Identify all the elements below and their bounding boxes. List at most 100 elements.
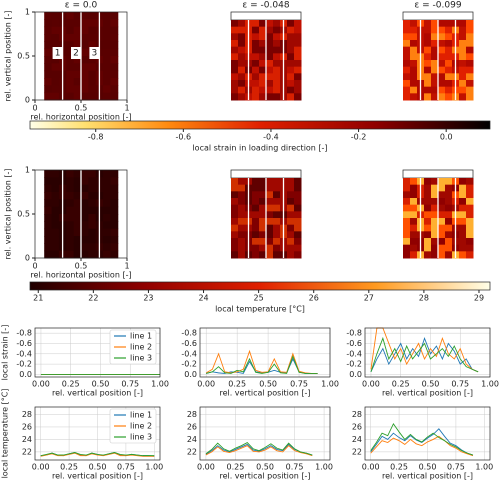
heatmap-cell (231, 20, 239, 28)
heatmap-cell (238, 204, 246, 212)
heatmap-cell (273, 231, 281, 239)
heatmap-cell (431, 53, 439, 61)
heatmap-cell (294, 178, 302, 186)
heatmap-cell (81, 56, 89, 64)
heatmap-cell (287, 184, 295, 192)
heatmap-cell (238, 86, 246, 94)
data-line (370, 336, 479, 373)
heatmap-cell (51, 170, 60, 178)
heatmap-cell (273, 66, 281, 74)
heatmap-cell (103, 92, 111, 101)
heatmap-cell (73, 26, 82, 35)
heatmap-cell (431, 211, 439, 219)
heatmap-cell (273, 198, 281, 206)
legend-label: line 1 (130, 332, 152, 341)
heatmap-cell (259, 231, 267, 239)
x-tick-label: 0.25 (228, 380, 246, 389)
heatmap-cell (81, 221, 89, 230)
heatmap-cell (231, 251, 239, 259)
heatmap-cell (259, 93, 267, 101)
heatmap-cell (459, 26, 467, 34)
x-axis-label: rel. horizontal position [-] (30, 113, 131, 122)
heatmap-cell (88, 184, 97, 193)
heatmap-cell (81, 41, 89, 50)
heatmap-cell (459, 231, 467, 239)
heatmap-cell (81, 177, 89, 186)
heatmap-cell (73, 177, 82, 186)
heatmap-cell (73, 92, 82, 101)
y-tick-label: 22 (187, 447, 197, 456)
heatmap-cell (231, 53, 239, 61)
heatmap-cell (238, 73, 246, 81)
y-tick-label: 1 (25, 166, 30, 175)
x-tick-label: 1.00 (151, 380, 169, 389)
heatmap-cell (445, 198, 453, 206)
axes-frame (34, 406, 161, 461)
line-label-box (52, 47, 63, 59)
heatmap-cell (424, 231, 432, 239)
heatmap-cell (252, 211, 260, 219)
heatmap-cell (238, 244, 246, 252)
heatmap-cell (466, 20, 474, 28)
heatmap-cell (231, 93, 239, 101)
colorbar-tick-label: -0.8 (88, 133, 104, 142)
heatmap-cell (459, 73, 467, 81)
y-tick-label: -0.4 (346, 349, 362, 358)
heatmap-cell (273, 218, 281, 226)
x-tick-label: 0.00 (197, 463, 215, 472)
heatmap-cell (438, 40, 446, 48)
heatmap-cell (466, 93, 474, 101)
heatmap-cell (66, 228, 75, 237)
heatmap-cell (44, 170, 53, 178)
heatmap-cell (403, 20, 411, 28)
legend-label: line 3 (130, 354, 152, 363)
colorbar-label: local temperature [°C] (215, 305, 305, 314)
heatmap-cell (231, 26, 239, 34)
heatmap-cell (403, 191, 411, 199)
heatmap-cell (424, 20, 432, 28)
heatmap-cell (445, 60, 453, 68)
heatmap-cell (438, 198, 446, 206)
heatmap-cell (259, 73, 267, 81)
heatmap-cell (252, 33, 260, 41)
heatmap-cell (66, 214, 75, 222)
heatmap-cell (110, 34, 119, 42)
heatmap-cell (88, 78, 97, 86)
heatmap-cell (445, 251, 453, 259)
heatmap-cell (424, 26, 432, 34)
heatmap-cell (238, 80, 246, 88)
heatmap-cell (273, 80, 281, 88)
heatmap-cell (51, 243, 60, 252)
heatmap-cell (81, 78, 89, 86)
heatmap-cell (438, 251, 446, 259)
heatmap-cell (410, 198, 418, 206)
heatmap-cell (44, 56, 53, 64)
heatmap-cell (438, 20, 446, 28)
heatmap-cell (287, 198, 295, 206)
heatmap-cell (287, 204, 295, 212)
heatmap-cell (424, 93, 432, 101)
heatmap-cell (445, 191, 453, 199)
heatmap-cell (294, 238, 302, 246)
heatmap-cell (88, 56, 97, 64)
heatmap-cell (231, 211, 239, 219)
heatmap-cell (44, 19, 53, 28)
heatmap-cell (445, 93, 453, 101)
panel-title: ε = -0.099 (414, 1, 461, 11)
y-tick-label: -0.8 (181, 329, 197, 338)
heatmap-cell (266, 80, 274, 88)
heatmap-cell (273, 211, 281, 219)
heatmap-cell (44, 177, 53, 186)
y-tick-label: 24 (22, 435, 32, 444)
heatmap-cell (259, 191, 267, 199)
heatmap-cell (88, 177, 97, 186)
heatmap-cell (273, 46, 281, 54)
heatmap-cell (466, 60, 474, 68)
heatmap-cell (424, 86, 432, 94)
heatmap-cell (466, 66, 474, 74)
heatmap-cell (238, 93, 246, 101)
y-tick-label: -0.4 (181, 349, 197, 358)
heatmap-cell (431, 178, 439, 186)
heatmap-cell (403, 244, 411, 252)
heatmap-cell (66, 48, 75, 57)
